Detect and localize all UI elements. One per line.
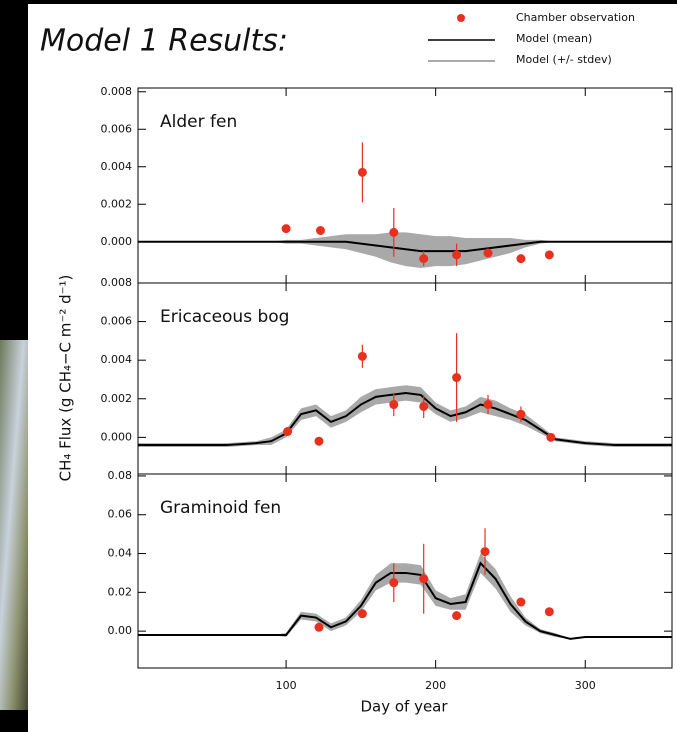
observation (419, 254, 428, 263)
observation (419, 402, 428, 411)
y-tick-label: 0.04 (108, 547, 133, 560)
legend-label: Model (mean) (516, 32, 592, 45)
legend-label: Chamber observation (516, 11, 635, 24)
y-tick-label: 0.00 (108, 624, 133, 637)
observation (282, 224, 291, 233)
slide-title: Model 1 Results: (40, 24, 288, 59)
observation (316, 226, 325, 235)
slide: Model 1 Results: CH₄ Flux (g CH₄−C m⁻² d… (0, 0, 677, 732)
observation (314, 623, 323, 632)
observation (516, 410, 525, 419)
panel-label: Alder fen (160, 112, 237, 132)
observation (516, 598, 525, 607)
y-axis-label: CH₄ Flux (g CH₄−C m⁻² d⁻¹) (57, 275, 75, 482)
observation (358, 609, 367, 618)
observation (484, 400, 493, 409)
observation (484, 249, 493, 258)
observation (546, 433, 555, 442)
y-tick-label: 0.02 (108, 585, 133, 598)
observation (452, 250, 461, 259)
y-tick-label: 0.000 (101, 430, 133, 443)
y-tick-label: 0.008 (101, 85, 133, 98)
observation (419, 574, 428, 583)
x-tick-label: 300 (575, 679, 596, 692)
panel-label: Graminoid fen (160, 498, 281, 518)
observation (481, 547, 490, 556)
panel-label: Ericaceous bog (160, 307, 289, 327)
x-tick-label: 100 (276, 679, 297, 692)
observation (358, 168, 367, 177)
x-tick-label: 200 (425, 679, 446, 692)
background-photo (0, 340, 30, 710)
y-tick-label: 0.006 (101, 315, 133, 328)
y-tick-label: 0.008 (101, 276, 133, 289)
observation (358, 352, 367, 361)
y-tick-label: 0.006 (101, 122, 133, 135)
observation (516, 254, 525, 263)
observation (389, 578, 398, 587)
slide-background (28, 4, 677, 732)
legend-label: Model (+/- stdev) (516, 53, 612, 66)
y-tick-label: 0.004 (101, 353, 133, 366)
observation (452, 611, 461, 620)
y-tick-label: 0.06 (108, 508, 133, 521)
observation (545, 250, 554, 259)
y-tick-label: 0.004 (101, 160, 133, 173)
observation (545, 607, 554, 616)
observation (314, 437, 323, 446)
y-tick-label: 0.002 (101, 392, 133, 405)
y-tick-label: 0.000 (101, 235, 133, 248)
y-tick-label: 0.08 (108, 469, 133, 482)
x-axis-label: Day of year (360, 698, 448, 716)
legend-marker (457, 14, 465, 22)
observation (389, 228, 398, 237)
observation (283, 427, 292, 436)
observation (452, 373, 461, 382)
y-tick-label: 0.002 (101, 197, 133, 210)
observation (389, 400, 398, 409)
